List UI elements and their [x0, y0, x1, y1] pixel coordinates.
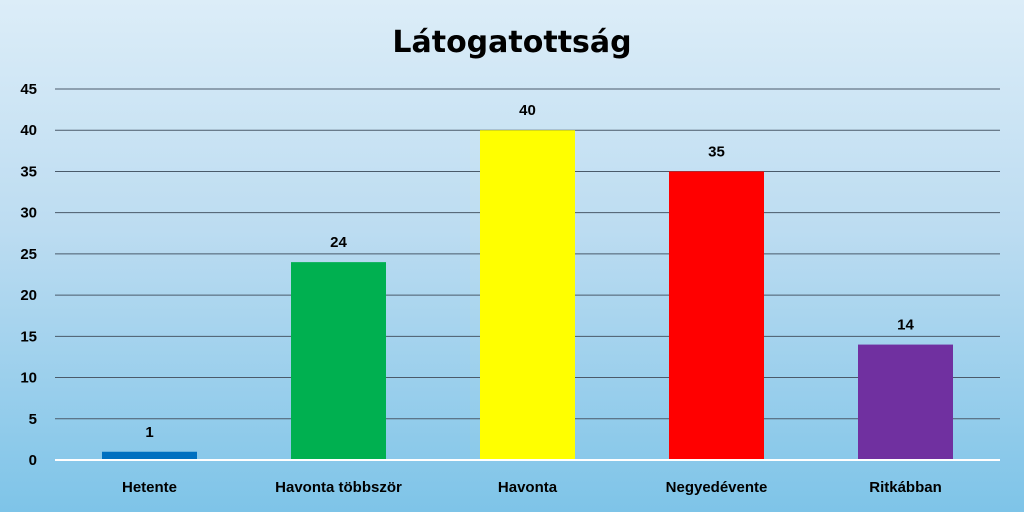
data-label: 40 — [519, 102, 536, 119]
y-tick-label: 30 — [20, 205, 37, 222]
data-label: 14 — [897, 317, 914, 334]
y-tick-label: 25 — [20, 246, 37, 263]
chart-title: Látogatottság — [392, 25, 631, 60]
bar — [669, 171, 764, 460]
y-tick-label: 0 — [29, 452, 37, 469]
category-label: Ritkábban — [869, 479, 942, 496]
bar — [858, 344, 953, 460]
category-label: Havonta többször — [275, 479, 402, 496]
bars — [102, 130, 953, 460]
x-axis-categories: Hetente Havonta többször Havonta Negyedéven… — [122, 479, 942, 496]
bar — [480, 130, 575, 460]
bar — [291, 262, 386, 460]
category-label: Negyedévente — [666, 479, 768, 496]
y-axis-ticks: 0 5 10 15 20 25 30 35 40 45 — [20, 81, 37, 469]
data-label: 35 — [708, 143, 725, 160]
y-tick-label: 15 — [20, 328, 37, 345]
y-tick-label: 5 — [29, 411, 37, 428]
bar — [102, 451, 197, 460]
category-label: Hetente — [122, 479, 177, 496]
y-tick-label: 20 — [20, 287, 37, 304]
data-label: 1 — [145, 424, 153, 441]
category-label: Havonta — [498, 479, 558, 496]
data-labels: 1 24 40 35 14 — [145, 102, 914, 441]
y-tick-label: 40 — [20, 122, 37, 139]
y-tick-label: 45 — [20, 81, 37, 98]
y-tick-label: 10 — [20, 370, 37, 387]
y-tick-label: 35 — [20, 163, 37, 180]
data-label: 24 — [330, 234, 347, 251]
